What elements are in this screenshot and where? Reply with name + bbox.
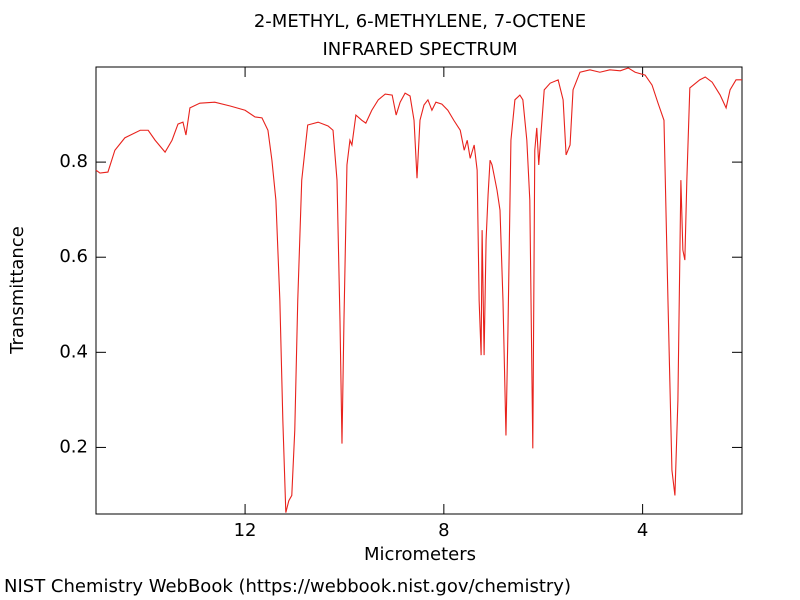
chart-subtitle: INFRARED SPECTRUM xyxy=(322,39,517,60)
y-tick-label: 0.4 xyxy=(59,341,88,362)
plot-frame xyxy=(95,66,743,515)
x-tick-label: 8 xyxy=(438,520,449,541)
y-axis-label: Transmittance xyxy=(7,226,28,355)
spectrum-line xyxy=(95,67,742,513)
y-tick-label: 0.6 xyxy=(59,246,88,267)
x-axis-label: Micrometers xyxy=(364,544,476,565)
x-tick-label: 4 xyxy=(637,520,648,541)
chart-title: 2-METHYL, 6-METHYLENE, 7-OCTENE xyxy=(254,11,586,32)
y-tick-label: 0.8 xyxy=(59,151,88,172)
x-tick-label: 12 xyxy=(234,520,257,541)
footer: NIST Chemistry WebBook (https://webbook.… xyxy=(4,576,571,597)
y-tick-label: 0.2 xyxy=(59,436,88,457)
